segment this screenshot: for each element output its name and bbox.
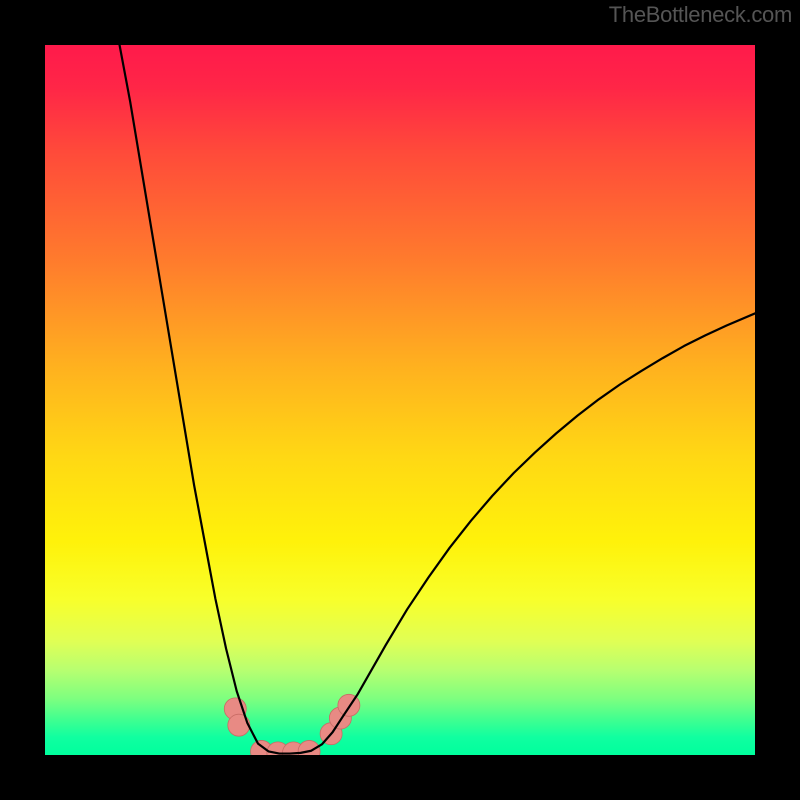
watermark-text: TheBottleneck.com — [609, 2, 792, 28]
bottleneck-curve-chart — [0, 0, 800, 800]
chart-gradient-background — [45, 45, 755, 755]
chart-container: TheBottleneck.com — [0, 0, 800, 800]
